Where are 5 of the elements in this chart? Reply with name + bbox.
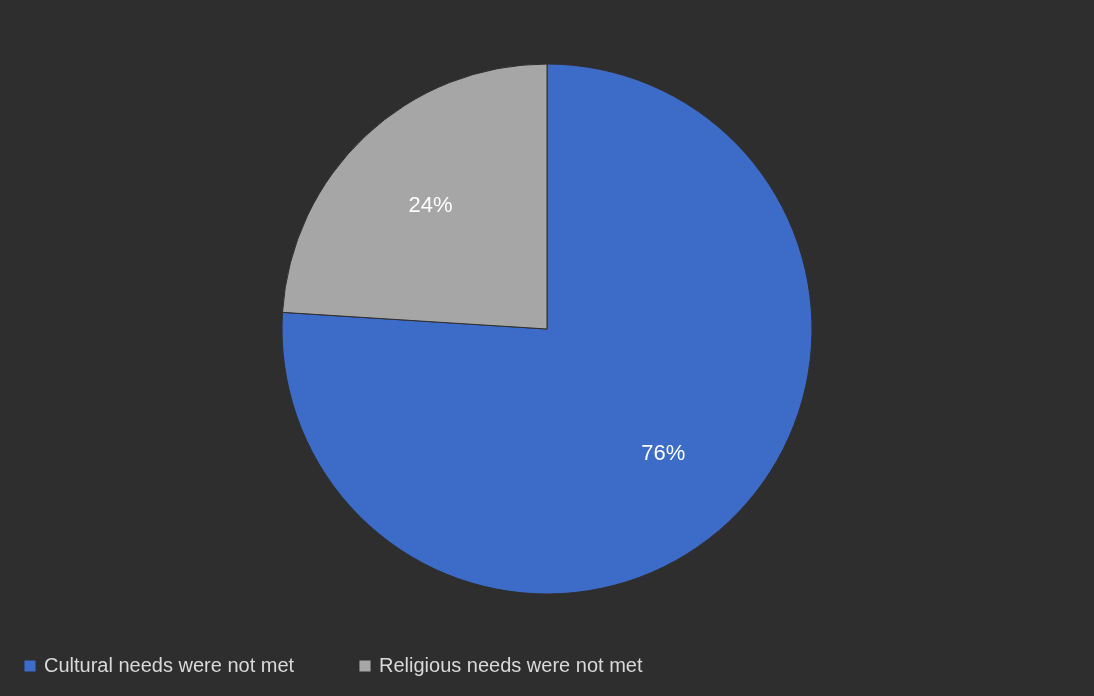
data-label: 76% xyxy=(641,439,686,465)
legend-label: Cultural needs were not met xyxy=(44,654,295,676)
legend-label: Religious needs were not met xyxy=(379,654,643,676)
pie-slice xyxy=(282,63,813,595)
data-label: 24% xyxy=(408,192,453,218)
